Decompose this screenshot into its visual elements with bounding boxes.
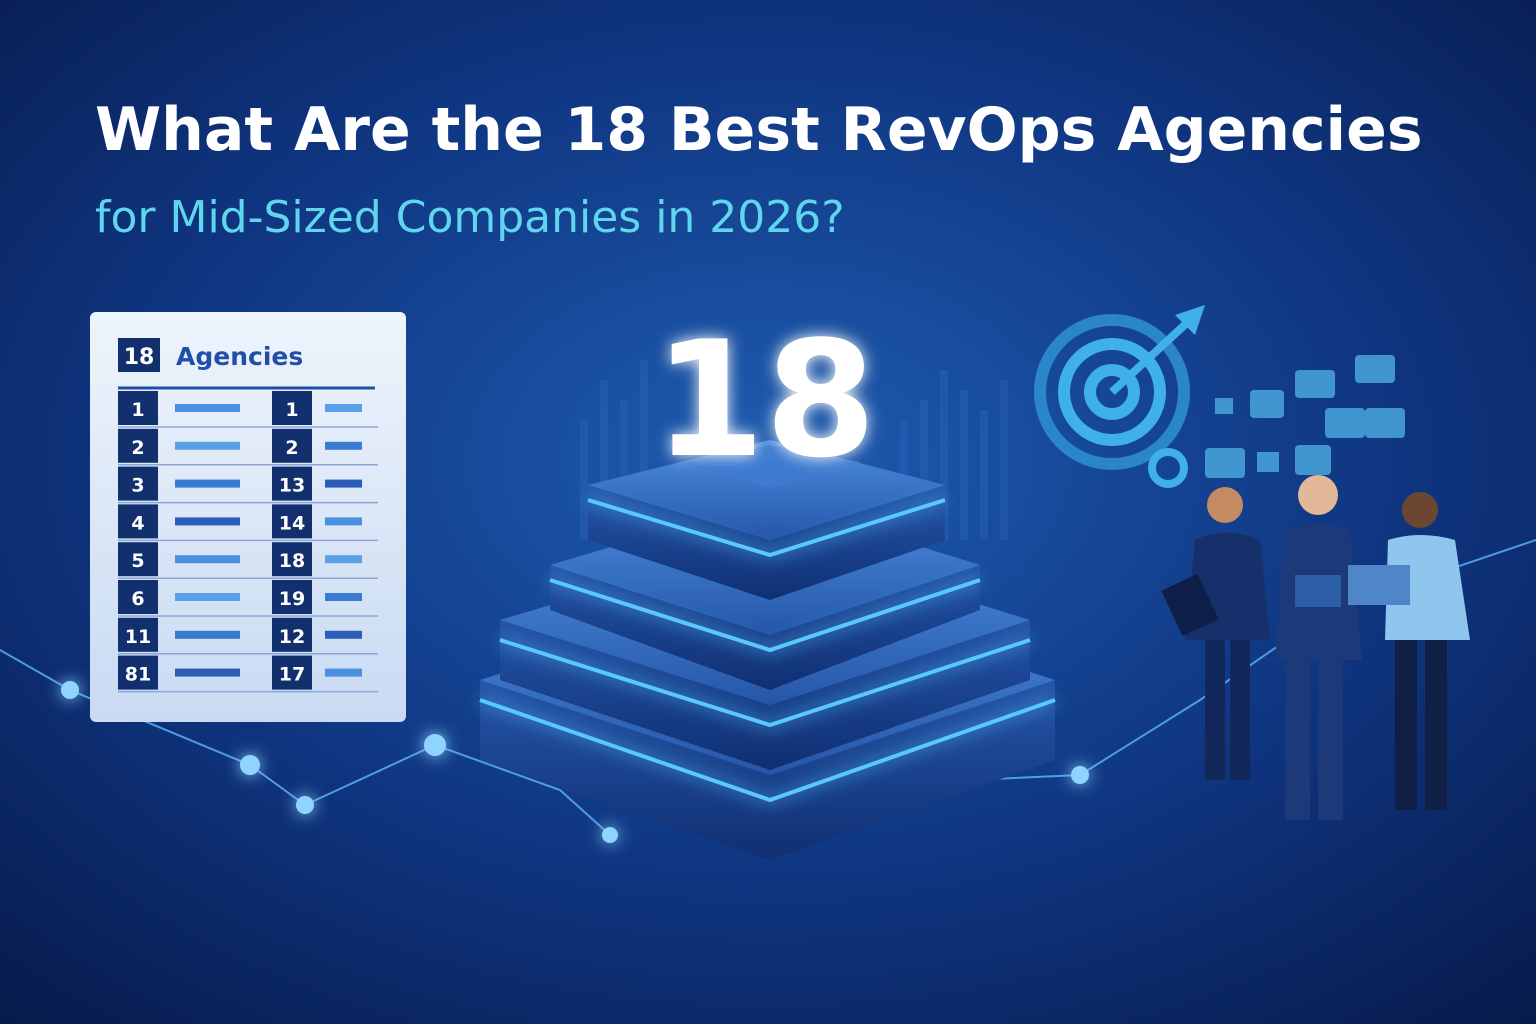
row-bar: [325, 593, 362, 601]
row-bar: [325, 630, 362, 639]
title: What Are the 18 Best RevOps Agencies: [95, 95, 1423, 165]
card-badge: 18: [124, 345, 155, 370]
row-bar: [175, 668, 240, 677]
subtitle: for Mid-Sized Companies in 2026?: [95, 192, 845, 243]
row-bar: [175, 479, 240, 488]
row-bar: [175, 517, 240, 526]
target-icon: [1034, 305, 1205, 470]
trend-dots: [61, 681, 1089, 843]
row-number: 13: [279, 475, 305, 497]
row-number: 1: [131, 399, 144, 421]
podium: 18: [479, 306, 1056, 860]
row-bar: [325, 404, 362, 412]
person: [1275, 475, 1362, 820]
row-bar: [175, 593, 240, 601]
row-number-box: [272, 655, 312, 690]
row-number: 14: [279, 512, 305, 534]
row-number-box: [118, 542, 158, 577]
row-number-box: [118, 580, 158, 614]
person: [1161, 487, 1270, 780]
row-number: 1: [285, 399, 298, 421]
row-number-box: [118, 504, 158, 539]
row-number: 19: [279, 588, 305, 610]
row-number: 4: [131, 512, 144, 534]
row-number-box: [118, 428, 158, 463]
row-bar: [175, 630, 240, 639]
card-badge-box: [118, 338, 160, 372]
person: [1348, 492, 1470, 810]
row-bar: [325, 479, 362, 488]
row-bar: [325, 555, 362, 564]
row-number-box: [272, 428, 312, 463]
row-bar: [325, 517, 362, 526]
row-number: 2: [131, 437, 144, 459]
row-number-box: [272, 617, 312, 652]
row-number-box: [272, 391, 312, 425]
row-number: 5: [131, 550, 144, 572]
row-number-box: [118, 391, 158, 425]
flow-nodes: [1205, 355, 1405, 478]
row-number: 2: [285, 437, 298, 459]
row-bar: [175, 441, 240, 450]
row-number-box: [118, 617, 158, 652]
row-bar: [325, 668, 362, 677]
card-panel: [90, 312, 406, 722]
row-number: 81: [125, 664, 151, 686]
row-number-box: [272, 466, 312, 501]
people: [1161, 475, 1470, 820]
row-number: 3: [131, 475, 144, 497]
gear-icon: [1148, 448, 1188, 488]
row-number-box: [118, 466, 158, 501]
row-number: 11: [125, 626, 151, 648]
row-bar: [175, 404, 240, 412]
row-number-box: [272, 542, 312, 577]
row-number-box: [118, 655, 158, 690]
row-number: 12: [279, 626, 305, 648]
row-bar: [325, 441, 362, 450]
row-number-box: [272, 580, 312, 614]
row-number: 18: [279, 550, 305, 572]
row-number: 6: [131, 588, 144, 610]
row-number-box: [272, 504, 312, 539]
podium-number: 18: [654, 306, 877, 493]
row-number: 17: [279, 664, 305, 686]
row-bar: [175, 555, 240, 564]
card-label: Agencies: [176, 342, 303, 371]
